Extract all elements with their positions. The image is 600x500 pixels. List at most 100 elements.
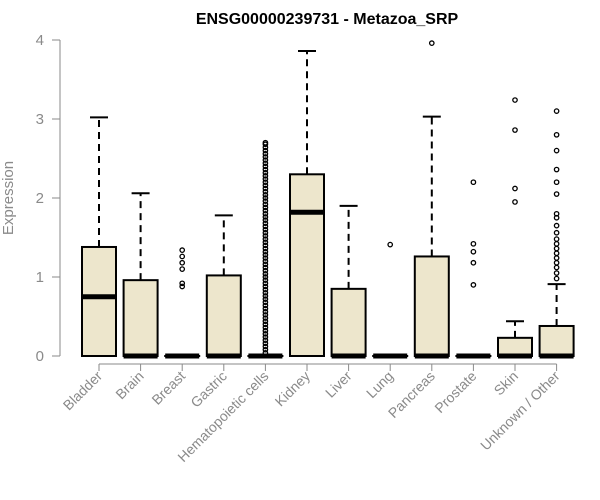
outlier-point — [262, 343, 269, 350]
outlier-point — [553, 236, 560, 242]
box-group — [289, 50, 325, 357]
outlier-point — [262, 201, 269, 208]
chart-title: ENSG00000239731 - Metazoa_SRP — [196, 11, 459, 28]
outlier-point — [262, 318, 269, 325]
outlier-point — [262, 188, 269, 195]
outlier-point — [262, 229, 269, 236]
outlier-point — [262, 166, 269, 173]
box-group — [205, 214, 242, 359]
outlier-point — [553, 275, 560, 282]
outlier-point — [262, 255, 269, 261]
outlier-point — [262, 160, 269, 167]
x-tick-label: Liver — [322, 368, 355, 401]
box-group — [81, 116, 117, 357]
outlier-point — [179, 280, 186, 287]
outlier-point — [262, 214, 269, 220]
outlier-point — [262, 277, 269, 284]
outlier-point — [262, 226, 269, 233]
box-group — [538, 108, 575, 359]
y-tick-label: 3 — [36, 111, 44, 128]
outlier-point — [470, 259, 477, 266]
outlier-point — [262, 305, 269, 312]
outlier-point — [262, 173, 269, 179]
outlier-point — [262, 270, 269, 277]
outlier-point — [262, 334, 269, 340]
outlier-point — [553, 147, 560, 154]
outlier-point — [262, 293, 269, 299]
outlier-point — [262, 302, 269, 309]
outlier-point — [262, 267, 269, 274]
outlier-point — [262, 248, 269, 255]
box-group — [413, 40, 450, 359]
y-tick-label: 4 — [36, 32, 44, 49]
outlier-point — [262, 289, 269, 296]
outlier-point — [262, 337, 269, 344]
outlier-point — [262, 274, 269, 280]
y-tick-label: 2 — [36, 190, 44, 207]
outlier-point — [262, 169, 269, 176]
box — [289, 173, 325, 357]
outlier-point — [262, 239, 269, 246]
outlier-point — [553, 270, 560, 276]
outlier-point — [553, 229, 560, 236]
outlier-point — [262, 349, 269, 356]
box — [413, 255, 450, 357]
y-tick-label: 1 — [36, 269, 44, 286]
outlier-point — [553, 166, 560, 173]
outlier-point — [262, 261, 269, 268]
outlier-point — [262, 210, 269, 217]
outlier-point — [262, 150, 269, 157]
outlier-point — [262, 321, 269, 328]
outlier-point — [553, 210, 560, 217]
y-tick-label: 0 — [36, 348, 44, 365]
outlier-point — [262, 163, 269, 170]
outlier-point — [262, 331, 269, 337]
outlier-point — [262, 195, 269, 201]
box-group — [247, 139, 284, 359]
outlier-point — [262, 327, 269, 334]
outlier-point — [553, 255, 560, 261]
outlier-point — [262, 280, 269, 287]
outlier-point — [553, 250, 560, 257]
outlier-point — [262, 286, 269, 293]
x-tick-label: Prostate — [431, 368, 479, 416]
box-group — [164, 247, 201, 359]
outlier-point — [553, 222, 560, 229]
outlier-point — [262, 252, 269, 258]
outlier-point — [262, 154, 269, 160]
outlier-point — [470, 248, 477, 255]
x-tick-label: Unknown / Other — [477, 368, 563, 454]
outlier-point — [262, 245, 269, 252]
outlier-point — [262, 236, 269, 242]
outlier-point — [553, 245, 560, 252]
outlier-point — [179, 253, 186, 260]
y-axis: 0 1 2 3 4 — [36, 32, 61, 365]
box — [122, 279, 159, 357]
outlier-point — [262, 198, 269, 205]
outlier-point — [262, 220, 269, 227]
outlier-point — [470, 282, 477, 288]
outlier-point — [262, 264, 269, 271]
x-tick-label: Lung — [363, 368, 396, 401]
outlier-point — [553, 264, 560, 271]
outlier-point — [553, 108, 560, 114]
outlier-point — [512, 199, 518, 205]
outlier-point — [470, 240, 477, 247]
outlier-point — [262, 191, 269, 198]
outlier-point — [179, 247, 186, 253]
outlier-point — [262, 258, 269, 265]
outlier-point — [387, 241, 394, 248]
box-group — [455, 179, 492, 359]
outlier-point — [262, 182, 269, 189]
box — [330, 287, 367, 358]
outlier-point — [470, 179, 477, 186]
outlier-point — [512, 127, 518, 133]
x-tick-label: Kidney — [272, 368, 314, 410]
outlier-point — [553, 131, 560, 138]
outlier-point — [262, 308, 269, 315]
box — [538, 324, 575, 358]
outlier-point — [262, 346, 269, 353]
box — [205, 274, 242, 358]
